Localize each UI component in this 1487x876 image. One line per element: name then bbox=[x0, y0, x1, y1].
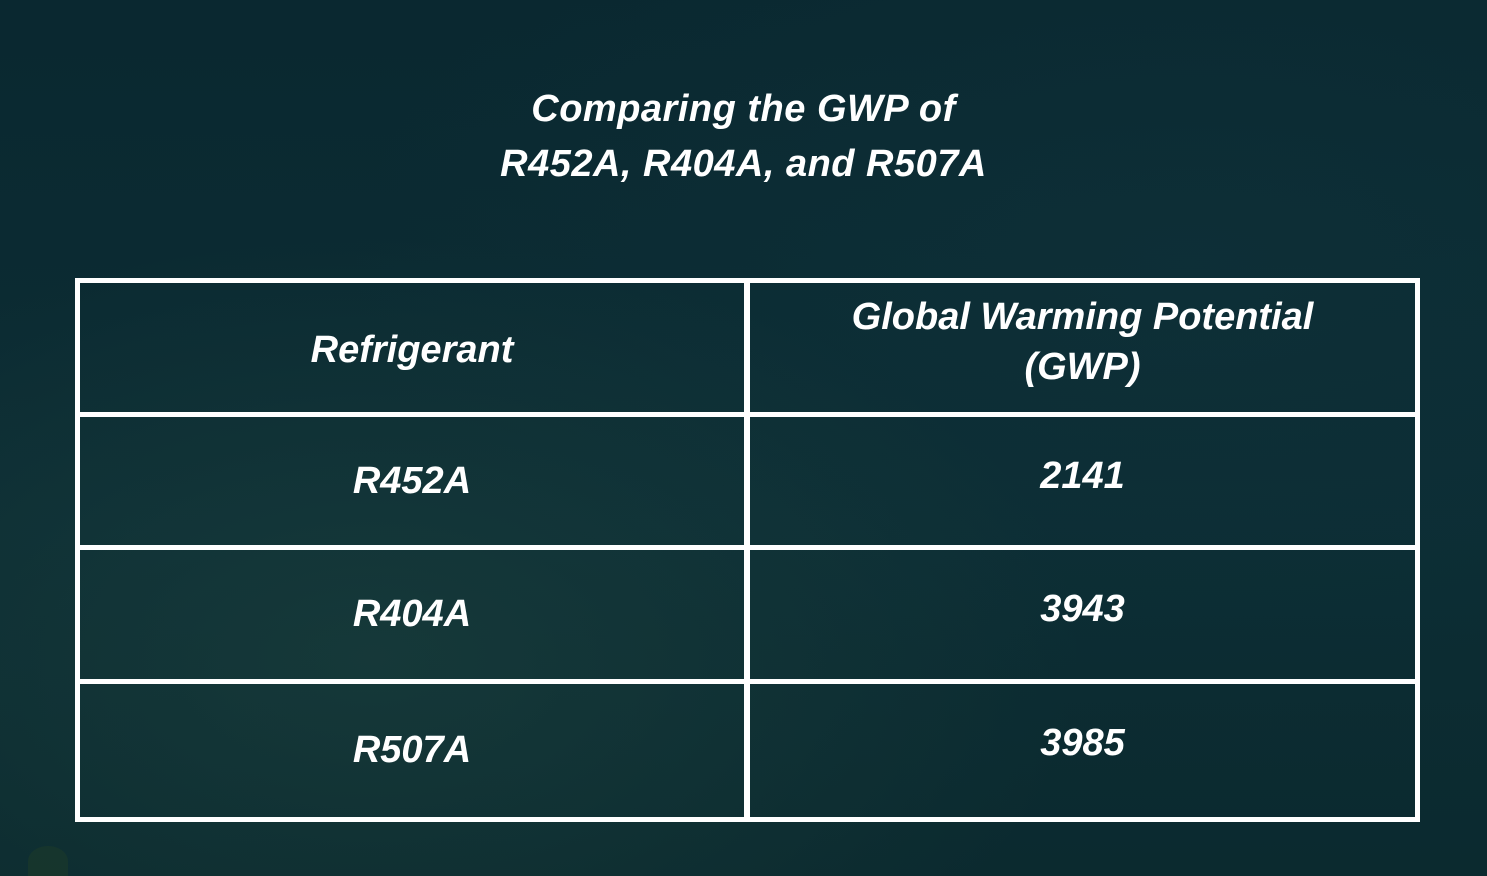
table-row-1-gwp: 2141 bbox=[750, 417, 1415, 551]
refrigerant-name: R507A bbox=[352, 729, 472, 772]
gwp-value: 2141 bbox=[1040, 455, 1125, 497]
header-gwp: Global Warming Potential (GWP) bbox=[750, 283, 1415, 417]
gwp-value: 3943 bbox=[1040, 588, 1125, 631]
page-title-line-2: R452A, R404A, and R507A bbox=[500, 143, 987, 185]
refrigerant-name: R452A bbox=[352, 460, 472, 503]
table-row-3-gwp: 3985 bbox=[750, 684, 1415, 817]
header-refrigerant: Refrigerant bbox=[80, 283, 750, 417]
header-gwp-label-line-1: Global Warming Potential bbox=[851, 295, 1314, 338]
gwp-value: 3985 bbox=[1040, 721, 1125, 764]
header-refrigerant-label: Refrigerant bbox=[310, 328, 514, 371]
table-row-2-refrigerant: R404A bbox=[80, 550, 750, 684]
gwp-comparison-table: Refrigerant Global Warming Potential (GW… bbox=[75, 278, 1420, 822]
table-row-3-refrigerant: R507A bbox=[80, 683, 750, 817]
table-row-1-refrigerant: R452A bbox=[80, 417, 750, 551]
header-gwp-label-line-2: (GWP) bbox=[1024, 345, 1141, 388]
background-foliage bbox=[28, 846, 68, 876]
page-title-line-1: Comparing the GWP of bbox=[531, 88, 956, 130]
table-row-2-gwp: 3943 bbox=[750, 550, 1415, 684]
refrigerant-name: R404A bbox=[352, 593, 472, 636]
